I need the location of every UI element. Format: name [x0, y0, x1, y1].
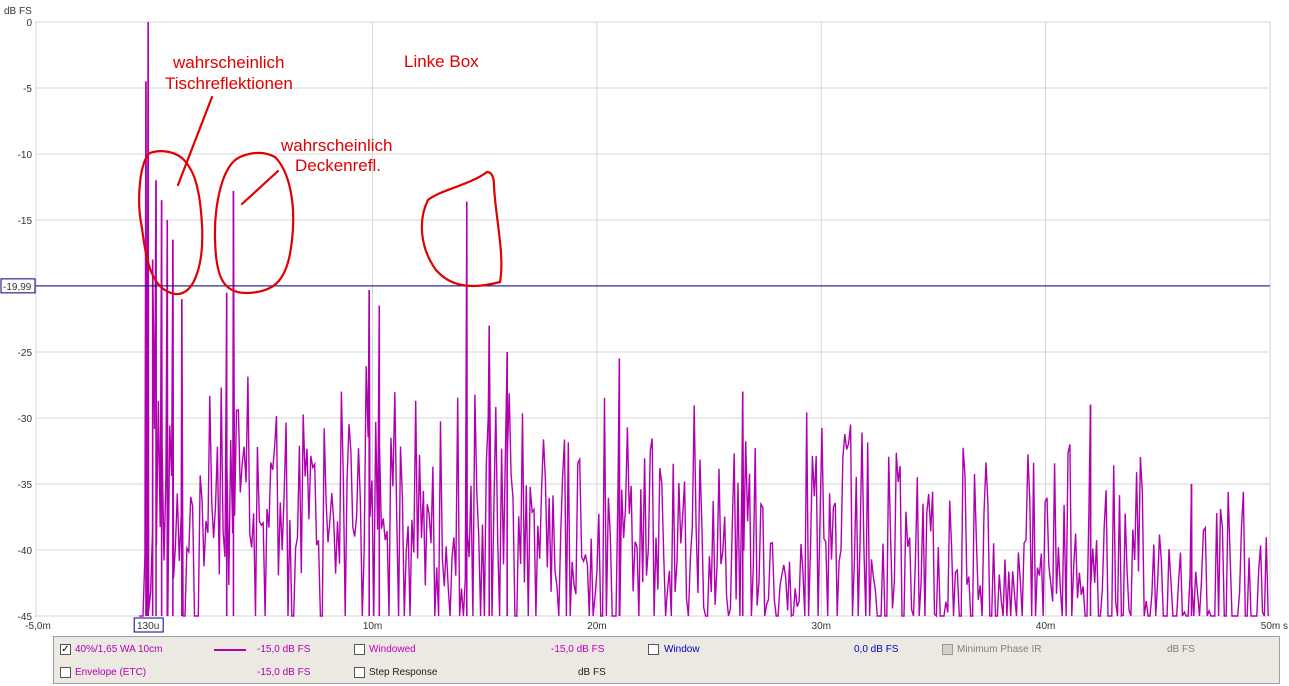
impulse-response-chart[interactable]: 0-5-10-15-20-25-30-35-40-45 -5,0m130u10m… — [0, 0, 1289, 636]
annotation-circle-ceiling — [213, 151, 295, 295]
annotation-circle-table — [138, 150, 204, 296]
series-40pct-wa-10cm — [139, 21, 1269, 618]
x-tick-label: 130u — [137, 621, 159, 632]
envelope-checkbox[interactable] — [60, 667, 71, 678]
y-tick-label: -10 — [18, 150, 33, 161]
series-level: -15,0 dB FS — [257, 644, 311, 655]
annotation-table-line1: wahrscheinlich — [172, 53, 285, 72]
annotation-arrow-ceiling — [240, 169, 280, 206]
minimum-phase-checkbox[interactable] — [942, 644, 953, 655]
series-color-swatch — [214, 649, 246, 651]
x-tick-label: 40m — [1036, 621, 1055, 632]
annotation-arrow-table — [176, 95, 214, 187]
chart-area[interactable]: 0-5-10-15-20-25-30-35-40-45 -5,0m130u10m… — [0, 0, 1289, 636]
x-tick-label: -5,0m — [25, 621, 51, 632]
step-response-label: Step Response — [369, 667, 438, 678]
y-tick-label: -15 — [18, 216, 33, 227]
minimum-phase-label: Minimum Phase IR — [957, 644, 1042, 655]
y-tick-label: -45 — [18, 612, 33, 623]
annotation-ceiling-line1: wahrscheinlich — [280, 136, 393, 155]
step-response-checkbox[interactable] — [354, 667, 365, 678]
annotation-circles — [138, 95, 503, 296]
legend-panel: ✓ 40%/1,65 WA 10cm -15,0 dB FS Windowed … — [53, 636, 1280, 684]
x-cursor-box[interactable] — [133, 617, 164, 633]
y-tick-label: -30 — [18, 414, 33, 425]
step-response-level: dB FS — [578, 667, 606, 678]
series-trace — [139, 21, 1269, 618]
series-name: 40%/1,65 WA 10cm — [75, 644, 163, 655]
series-checkbox[interactable]: ✓ — [60, 644, 71, 655]
y-tick-label: 0 — [26, 18, 32, 29]
level-cursor-label: -19,99 — [3, 282, 32, 293]
y-tick-label: -25 — [18, 348, 33, 359]
window-checkbox[interactable] — [648, 644, 659, 655]
x-tick-label: 50m s — [1261, 621, 1288, 632]
x-axis-ticks: -5,0m 130u 10m 20m 30m 40m 50m s — [25, 617, 1288, 633]
annotation-circle-third — [420, 170, 503, 288]
x-tick-label: 10m — [363, 621, 382, 632]
x-tick-label: 20m — [587, 621, 606, 632]
y-tick-label: -35 — [18, 480, 33, 491]
windowed-level: -15,0 dB FS — [551, 644, 605, 655]
window-level: 0,0 dB FS — [854, 644, 899, 655]
annotation-ceiling-line2: Deckenrefl. — [295, 156, 381, 175]
chart-annotation-title: Linke Box — [404, 52, 479, 71]
y-axis-label: dB FS — [4, 6, 32, 17]
annotation-table-line2: Tischreflektionen — [165, 74, 293, 93]
level-cursor-box[interactable]: -19,99 — [0, 278, 36, 294]
y-tick-label: -5 — [23, 84, 32, 95]
y-tick-label: -40 — [18, 546, 33, 557]
envelope-level: -15,0 dB FS — [257, 667, 311, 678]
windowed-label: Windowed — [369, 644, 416, 655]
windowed-checkbox[interactable] — [354, 644, 365, 655]
checkmark-icon: ✓ — [61, 644, 70, 655]
window-label: Window — [664, 644, 700, 655]
minimum-phase-level: dB FS — [1167, 644, 1195, 655]
x-tick-label: 30m — [812, 621, 831, 632]
envelope-label: Envelope (ETC) — [75, 667, 147, 678]
y-axis-ticks: 0-5-10-15-20-25-30-35-40-45 — [18, 18, 33, 623]
